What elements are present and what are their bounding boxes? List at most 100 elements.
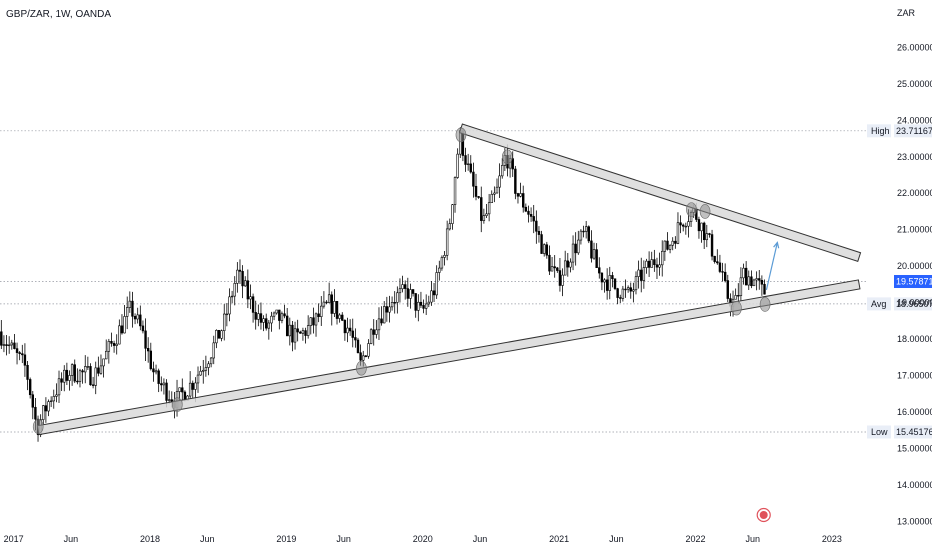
candle-body	[388, 306, 391, 313]
candle-body	[149, 350, 153, 370]
touch-points	[32, 127, 771, 434]
candle-body	[230, 295, 234, 298]
candle-body	[233, 283, 236, 297]
candle-body	[548, 254, 551, 272]
candle-body	[10, 342, 14, 346]
candle-body	[217, 329, 221, 339]
time-tick-label: Jun	[473, 534, 488, 544]
candle-body	[438, 267, 441, 273]
candle-body	[558, 270, 562, 286]
candle-body	[112, 343, 116, 346]
candle-body	[141, 325, 145, 332]
candle-body	[343, 320, 347, 334]
candle-body	[272, 312, 276, 317]
candle-body	[650, 259, 653, 268]
candle-body	[440, 257, 444, 269]
candle-body	[401, 284, 404, 290]
candle-body	[270, 315, 273, 324]
candle-body	[28, 379, 32, 396]
candle-body	[739, 277, 743, 296]
candle-body	[532, 216, 535, 222]
candle-body	[144, 330, 147, 349]
candle-body	[422, 305, 425, 309]
candle-body	[543, 244, 546, 254]
candle-body	[68, 375, 71, 381]
candle-body	[204, 367, 208, 371]
candle-body	[259, 313, 263, 323]
candle-body	[167, 399, 171, 401]
time-tick-label: Jun	[609, 534, 624, 544]
candle-body	[380, 318, 383, 324]
time-axis: 2017 Jun 2018 Jun 2019 Jun 2020 Jun 2021 Jun 2022 J…	[4, 534, 842, 544]
price-tick-label: 13.00000	[897, 516, 932, 526]
candle-body	[464, 155, 467, 165]
candle-body	[608, 275, 611, 291]
touch-point	[356, 360, 367, 376]
candle-body	[424, 303, 428, 309]
candle-body	[613, 278, 617, 289]
candle-body	[718, 262, 722, 272]
candle-body	[110, 341, 113, 344]
candle-body	[655, 264, 659, 268]
candle-body	[577, 239, 580, 254]
candle-body	[249, 296, 252, 300]
candle-body	[341, 314, 344, 321]
candle-body	[540, 234, 543, 254]
candle-body	[146, 348, 150, 352]
candle-body	[162, 382, 166, 386]
candle-body	[747, 276, 750, 286]
candle-body	[385, 306, 389, 313]
candle-body	[131, 300, 134, 317]
candle-body	[592, 249, 596, 259]
candle-body	[91, 384, 95, 386]
candle-body	[57, 378, 61, 396]
candle-body	[377, 318, 381, 331]
candle-body	[634, 276, 638, 291]
candle-body	[7, 344, 11, 347]
time-tick-label: 2023	[822, 534, 842, 544]
candle-body	[640, 269, 643, 281]
candle-body	[477, 196, 480, 198]
candle-body	[348, 327, 352, 332]
trend-channels	[36, 123, 862, 436]
time-tick-label: 2021	[549, 534, 569, 544]
candle-body	[723, 271, 727, 281]
price-tick-label: 14.00000	[897, 480, 932, 490]
candle-body	[708, 233, 711, 235]
candle-body	[327, 294, 331, 303]
candle-body	[566, 260, 570, 268]
candle-body	[199, 370, 202, 376]
candle-body	[629, 287, 632, 292]
candle-body	[372, 329, 375, 335]
price-axis: 13.00000 14.00000 15.00000 16.00000 17.00000…	[897, 42, 932, 526]
candle-body	[716, 261, 719, 264]
candle-body	[490, 193, 493, 203]
touch-point	[455, 127, 467, 143]
price-tick-label: 16.00000	[897, 407, 932, 417]
candle-body	[487, 202, 491, 215]
time-tick-label: 2017	[4, 534, 24, 544]
candle-body	[225, 313, 229, 316]
candle-body	[427, 301, 431, 305]
candle-body	[569, 261, 572, 268]
price-tick-label: 15.00000	[897, 443, 932, 453]
candle-body	[579, 230, 583, 241]
candle-body	[299, 331, 302, 334]
candle-body	[194, 382, 197, 390]
candle-body	[590, 240, 593, 259]
candle-body	[417, 301, 420, 311]
candle-body	[97, 367, 100, 374]
touch-point	[759, 297, 771, 312]
candle-body	[293, 328, 297, 343]
candle-body	[480, 197, 483, 221]
candle-body	[278, 309, 281, 321]
candle-body	[658, 264, 661, 268]
candle-body	[514, 168, 517, 194]
candle-body	[414, 293, 417, 311]
candle-body	[157, 370, 160, 384]
candle-body	[181, 387, 184, 393]
candle-body	[742, 267, 745, 279]
time-tick-label: Jun	[746, 534, 761, 544]
level-value: 15.45176	[896, 427, 932, 437]
